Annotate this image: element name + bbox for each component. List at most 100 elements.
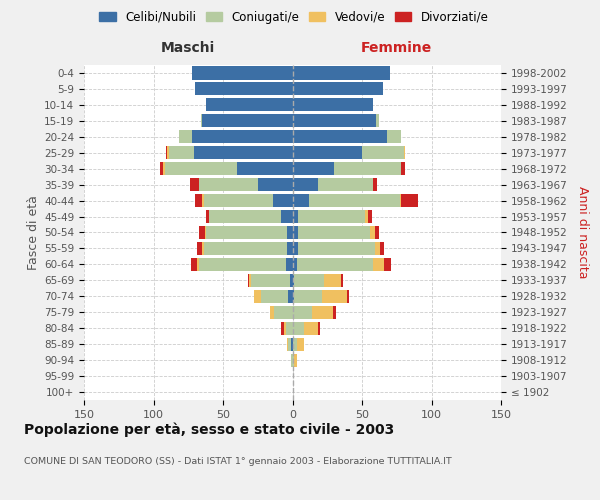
Bar [203,242,287,255]
Bar [347,290,349,303]
Bar [163,162,164,175]
Bar [293,274,294,287]
Bar [387,130,401,143]
Bar [296,258,373,271]
Bar [293,130,387,143]
Bar [193,130,293,143]
Bar [190,178,199,191]
Bar [199,178,258,191]
Bar [206,210,209,223]
Bar [206,226,287,239]
Bar [317,322,320,335]
Bar [296,338,304,350]
Bar [287,242,293,255]
Bar [374,242,380,255]
Bar [260,290,289,303]
Bar [270,306,274,319]
Bar [287,226,293,239]
Bar [164,162,237,175]
Bar [250,274,251,287]
Bar [294,290,322,303]
Bar [199,226,205,239]
Bar [166,146,167,160]
Bar [293,338,296,350]
Bar [281,322,284,335]
Bar [197,258,199,271]
Bar [286,322,293,335]
Bar [191,258,197,271]
Bar [373,178,377,191]
Bar [293,146,362,160]
Bar [333,306,335,319]
Bar [203,194,273,207]
Bar [370,226,374,239]
Bar [373,258,384,271]
Bar [294,354,296,366]
Bar [334,162,401,175]
Bar [201,114,202,128]
Bar [209,210,281,223]
Bar [199,258,286,271]
Bar [193,66,293,80]
Bar [197,242,202,255]
Bar [195,194,202,207]
Bar [291,338,293,350]
Bar [293,306,312,319]
Legend: Celibi/Nubili, Coniugati/e, Vedovi/e, Divorziati/e: Celibi/Nubili, Coniugati/e, Vedovi/e, Di… [94,6,494,28]
Bar [286,258,293,271]
Bar [248,274,250,287]
Bar [160,162,163,175]
Text: Popolazione per età, sesso e stato civile - 2003: Popolazione per età, sesso e stato civil… [24,422,394,437]
Bar [325,274,341,287]
Bar [362,146,404,160]
Bar [380,242,384,255]
Bar [206,98,293,112]
Bar [293,162,334,175]
Text: COMUNE DI SAN TEODORO (SS) - Dati ISTAT 1° gennaio 2003 - Elaborazione TUTTITALI: COMUNE DI SAN TEODORO (SS) - Dati ISTAT … [24,458,452,466]
Bar [293,114,376,128]
Bar [293,210,298,223]
Bar [202,114,293,128]
Bar [237,162,293,175]
Text: Femmine: Femmine [361,41,433,55]
Bar [298,226,370,239]
Bar [202,242,203,255]
Bar [195,82,293,96]
Bar [293,82,383,96]
Bar [401,194,418,207]
Bar [194,146,293,160]
Bar [401,162,405,175]
Bar [293,322,304,335]
Bar [294,274,325,287]
Bar [167,146,169,160]
Bar [290,274,293,287]
Text: Maschi: Maschi [161,41,215,55]
Bar [365,210,368,223]
Bar [293,226,298,239]
Bar [293,242,298,255]
Bar [202,194,203,207]
Bar [293,354,294,366]
Bar [291,354,293,366]
Bar [293,290,294,303]
Bar [304,322,317,335]
Bar [205,226,206,239]
Bar [251,274,290,287]
Bar [179,130,193,143]
Bar [293,178,317,191]
Bar [298,210,365,223]
Bar [341,274,343,287]
Bar [293,98,373,112]
Bar [384,258,391,271]
Bar [400,194,401,207]
Bar [404,146,405,160]
Bar [376,114,379,128]
Bar [309,194,400,207]
Bar [368,210,372,223]
Y-axis label: Fasce di età: Fasce di età [27,195,40,270]
Bar [289,290,293,303]
Bar [374,226,379,239]
Bar [273,194,293,207]
Bar [298,242,374,255]
Y-axis label: Anni di nascita: Anni di nascita [576,186,589,279]
